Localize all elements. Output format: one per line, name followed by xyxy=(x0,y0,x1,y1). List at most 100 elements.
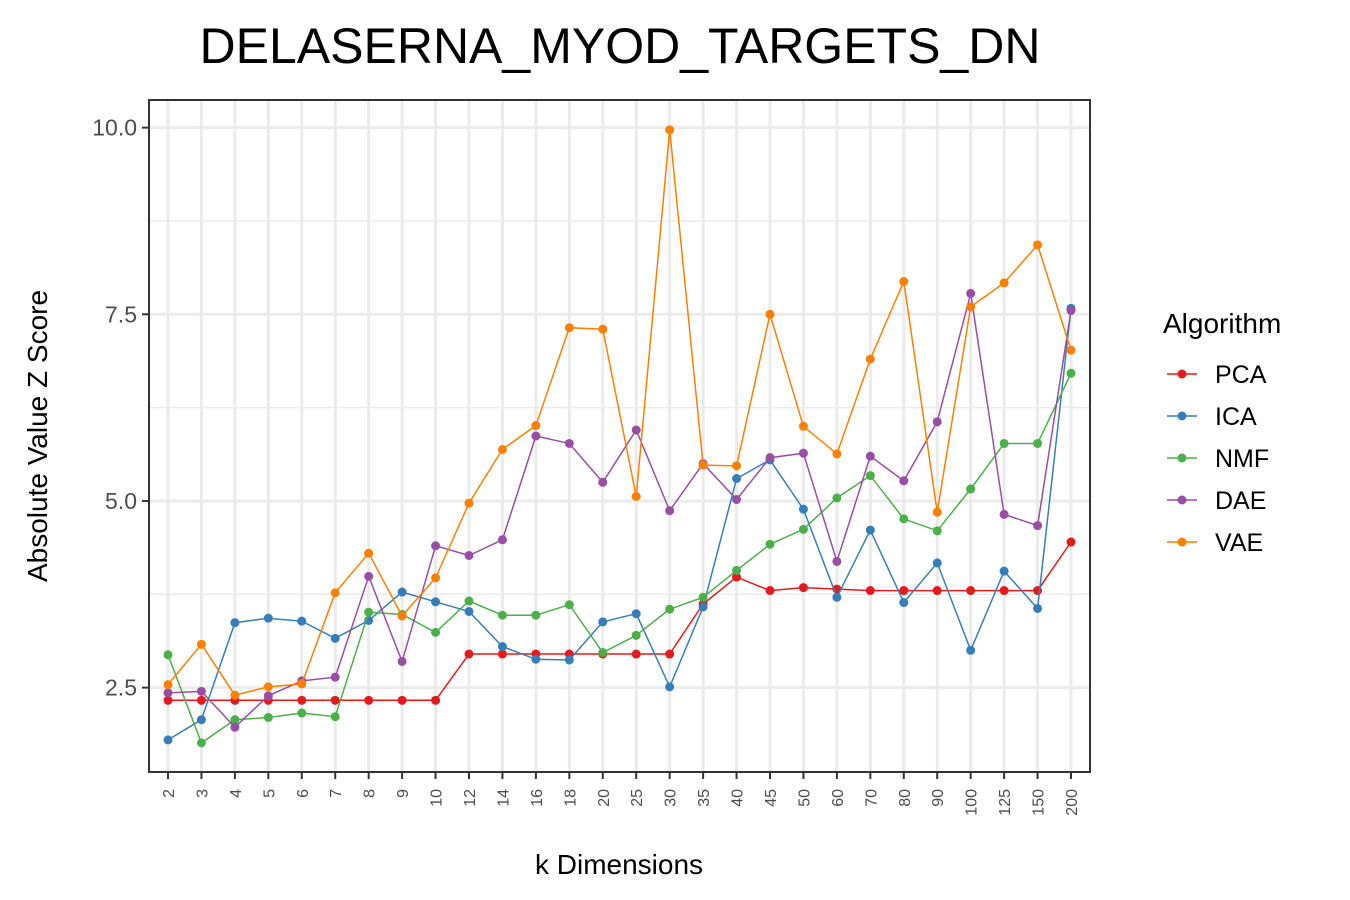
x-tick-label: 25 xyxy=(629,789,646,807)
x-tick-label: 2 xyxy=(161,789,178,798)
x-tick-label: 30 xyxy=(663,789,680,807)
data-point xyxy=(531,421,541,431)
data-point xyxy=(531,610,541,620)
data-point xyxy=(163,695,173,705)
data-point xyxy=(966,645,976,655)
data-point xyxy=(732,572,742,582)
data-point xyxy=(865,354,875,364)
data-point xyxy=(598,477,608,487)
data-point xyxy=(732,461,742,471)
y-tick-label: 7.5 xyxy=(105,301,137,327)
data-point xyxy=(732,474,742,484)
data-point xyxy=(865,525,875,535)
data-point xyxy=(631,609,641,619)
data-point xyxy=(798,583,808,593)
data-point xyxy=(330,633,340,643)
data-point xyxy=(263,712,273,722)
x-tick-label: 45 xyxy=(763,789,780,807)
data-point xyxy=(1033,603,1043,613)
data-point xyxy=(865,471,875,481)
data-point xyxy=(397,656,407,666)
data-point xyxy=(330,672,340,682)
data-point xyxy=(899,276,909,286)
data-point xyxy=(765,309,775,319)
data-point xyxy=(899,476,909,486)
data-point xyxy=(431,627,441,637)
data-point xyxy=(665,125,675,135)
data-point xyxy=(932,558,942,568)
data-point xyxy=(631,649,641,659)
series-dae xyxy=(163,288,1076,732)
data-point xyxy=(798,448,808,458)
series-line xyxy=(168,541,1072,702)
data-point xyxy=(665,506,675,516)
data-point xyxy=(464,550,474,560)
data-point xyxy=(497,535,507,545)
data-point xyxy=(932,586,942,596)
data-point xyxy=(364,607,374,617)
legend-item-pca: PCA xyxy=(1167,361,1267,389)
data-point xyxy=(665,682,675,692)
legend-label: DAE xyxy=(1215,487,1266,515)
legend-key-point xyxy=(1177,453,1187,463)
data-point xyxy=(698,592,708,602)
x-tick-label: 20 xyxy=(596,789,613,807)
data-point xyxy=(531,431,541,441)
legend-item-nmf: NMF xyxy=(1167,445,1269,473)
data-point xyxy=(297,679,307,689)
data-point xyxy=(1033,521,1043,531)
data-point xyxy=(832,592,842,602)
data-point xyxy=(196,639,206,649)
y-axis-title: Absolute Value Z Score xyxy=(22,290,53,582)
data-point xyxy=(464,596,474,606)
data-point xyxy=(497,610,507,620)
data-point xyxy=(798,504,808,514)
data-point xyxy=(698,602,708,612)
data-point xyxy=(1033,586,1043,596)
data-point xyxy=(431,573,441,583)
data-point xyxy=(1066,368,1076,378)
data-point xyxy=(564,438,574,448)
x-axis-title: k Dimensions xyxy=(535,849,703,880)
y-tick-label: 10.0 xyxy=(92,115,137,141)
x-tick-label: 80 xyxy=(897,789,914,807)
data-point xyxy=(330,588,340,598)
series-line xyxy=(167,372,1072,745)
data-point xyxy=(598,648,608,658)
x-tick-label: 5 xyxy=(261,789,278,798)
data-point xyxy=(899,514,909,524)
data-point xyxy=(765,453,775,463)
data-point xyxy=(263,682,273,692)
gridlines xyxy=(149,100,1090,772)
data-point xyxy=(999,278,1009,288)
data-point xyxy=(564,323,574,333)
data-point xyxy=(230,715,240,725)
data-point xyxy=(832,449,842,459)
x-tick-label: 10 xyxy=(429,789,446,807)
series-layer xyxy=(163,125,1076,748)
data-point xyxy=(798,421,808,431)
data-point xyxy=(999,566,1009,576)
data-point xyxy=(330,712,340,722)
x-tick-label: 40 xyxy=(730,789,747,807)
data-point xyxy=(899,586,909,596)
data-point xyxy=(497,642,507,652)
data-point xyxy=(865,586,875,596)
data-point xyxy=(765,586,775,596)
data-point xyxy=(631,630,641,640)
x-tick-label: 4 xyxy=(228,789,245,798)
data-point xyxy=(196,738,206,748)
x-tick-label: 12 xyxy=(462,789,479,807)
data-point xyxy=(966,586,976,596)
data-point xyxy=(263,691,273,701)
data-point xyxy=(364,571,374,581)
data-point xyxy=(230,722,240,732)
data-point xyxy=(297,695,307,705)
x-tick-label: 8 xyxy=(362,789,379,798)
data-point xyxy=(631,425,641,435)
y-axis: 2.5 5.0 7.5 10.0 xyxy=(92,115,149,701)
data-point xyxy=(966,484,976,494)
data-point xyxy=(631,491,641,501)
x-tick-label: 6 xyxy=(295,789,312,798)
